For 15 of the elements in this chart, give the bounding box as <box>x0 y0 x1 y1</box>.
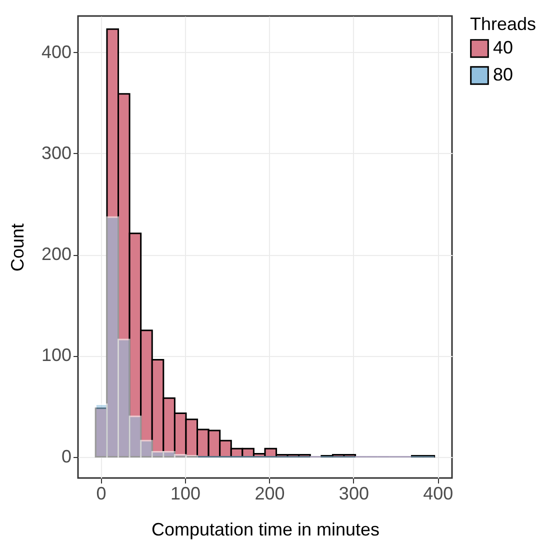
y-tick-label: 400 <box>41 42 72 62</box>
x-tick-label: 400 <box>423 484 454 504</box>
legend-label: 40 <box>493 38 514 58</box>
y-axis-title: Count <box>7 223 28 272</box>
y-tick-label: 300 <box>41 142 72 163</box>
x-axis-title: Computation time in minutes <box>151 520 380 540</box>
legend-title: Threads <box>470 14 536 34</box>
y-tick-label: 200 <box>41 244 72 264</box>
x-tick-label: 300 <box>338 484 369 504</box>
legend-label: 80 <box>493 64 514 84</box>
y-tick-label: 100 <box>41 345 72 366</box>
x-tick-label: 100 <box>170 484 200 504</box>
y-tick-label: 0 <box>61 446 72 466</box>
x-tick-label: 200 <box>254 484 285 504</box>
x-tick-label: 0 <box>96 484 106 504</box>
